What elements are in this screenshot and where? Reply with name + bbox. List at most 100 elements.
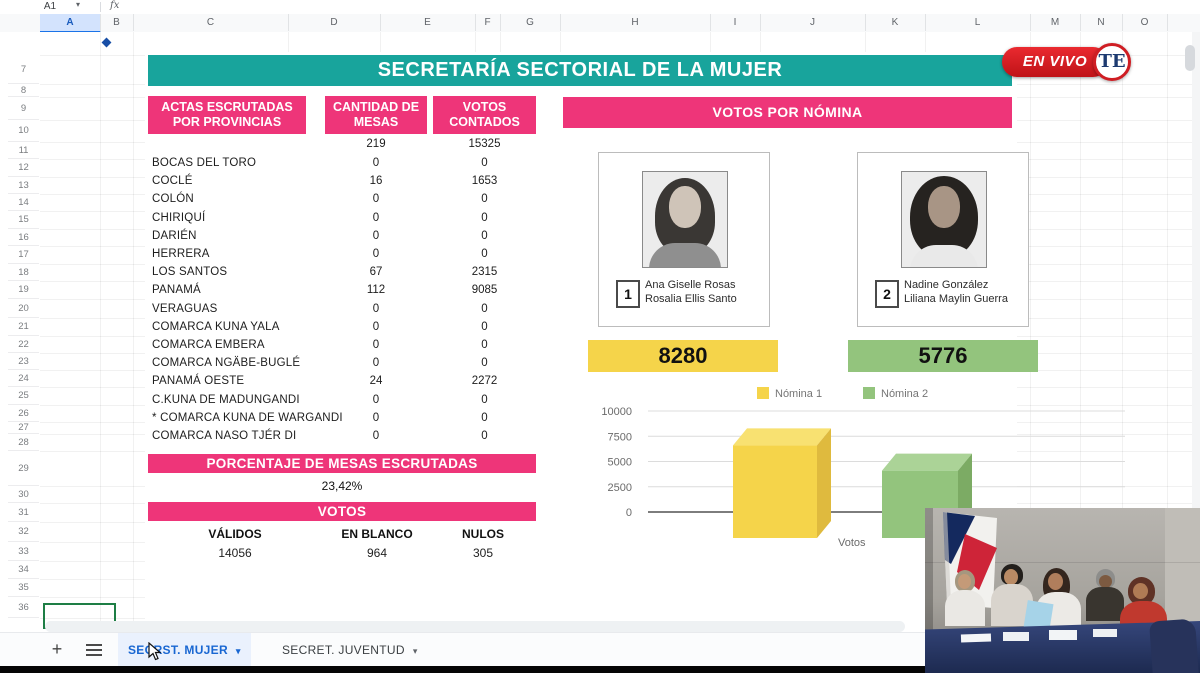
all-sheets-icon[interactable]: [86, 644, 102, 656]
cell-name: COCLÉ: [152, 175, 193, 188]
row-header-31[interactable]: 31: [8, 503, 39, 522]
row-header-23[interactable]: 23: [8, 353, 39, 370]
candidate-1-name2: Rosalia Ellis Santo: [645, 292, 737, 305]
add-sheet-button[interactable]: +: [51, 639, 63, 659]
row-header-35[interactable]: 35: [8, 579, 39, 597]
column-header-E[interactable]: E: [380, 14, 476, 31]
tab-caret-icon[interactable]: ▾: [235, 646, 241, 656]
table-row[interactable]: BOCAS DEL TORO 0 0: [148, 155, 538, 173]
table-row[interactable]: VERAGUAS 0 0: [148, 301, 538, 319]
column-header-D[interactable]: D: [288, 14, 381, 31]
column-header-C[interactable]: C: [133, 14, 289, 31]
row-header-26[interactable]: 26: [8, 405, 39, 422]
cell-name-box[interactable]: A1: [43, 1, 57, 12]
row-header-36[interactable]: 36: [8, 597, 39, 618]
table-row[interactable]: PANAMÁ OESTE 24 2272: [148, 373, 538, 391]
row-header-25[interactable]: 25: [8, 387, 39, 405]
cell-name: CHIRIQUÍ: [152, 211, 206, 224]
table-row[interactable]: * COMARCA KUNA DE WARGANDI 0 0: [148, 410, 538, 428]
table-row[interactable]: COMARCA NASO TJÉR DI 0 0: [148, 428, 538, 446]
column-header-I[interactable]: I: [710, 14, 761, 31]
table-row[interactable]: CHIRIQUÍ 0 0: [148, 210, 538, 228]
row-header-15[interactable]: 15: [8, 211, 39, 229]
candidate-1-number: 1: [616, 280, 640, 308]
row-header-27[interactable]: 27: [8, 422, 39, 434]
row-header-16[interactable]: 16: [8, 229, 39, 246]
horizontal-scrollbar[interactable]: [45, 621, 905, 632]
row-header-29[interactable]: 29: [8, 451, 39, 486]
cell-votos: 0: [481, 339, 488, 351]
cell-mesas: 0: [372, 248, 380, 260]
cell-mesas: 67: [369, 266, 383, 279]
table-row[interactable]: COMARCA NGÄBE-BUGLÉ 0 0: [148, 355, 538, 373]
row-header-13[interactable]: 13: [8, 177, 39, 194]
cell-votos: 0: [481, 229, 488, 242]
row-header-33[interactable]: 33: [8, 542, 39, 561]
row-header-17[interactable]: 17: [8, 246, 39, 264]
table-row[interactable]: COMARCA EMBERA 0 0: [148, 337, 538, 355]
row-header-19[interactable]: 19: [8, 281, 39, 299]
row-header-12[interactable]: 12: [8, 159, 39, 177]
row-header-32[interactable]: 32: [8, 522, 39, 542]
row-header-7[interactable]: 7: [8, 55, 39, 84]
row-header-8[interactable]: 8: [8, 84, 39, 97]
cell-votos: 0: [481, 411, 488, 424]
nomina-header: VOTOS POR NÓMINA: [563, 97, 1012, 128]
table-row[interactable]: LOS SANTOS 67 2315: [148, 264, 538, 282]
table-row[interactable]: PANAMÁ 112 9085: [148, 282, 538, 300]
row-header-14[interactable]: 14: [8, 194, 39, 211]
row-header-24[interactable]: 24: [8, 370, 39, 387]
row-header-11[interactable]: 11: [8, 142, 39, 159]
cell-mesas: 0: [372, 193, 380, 206]
table-row[interactable]: COMARCA KUNA YALA 0 0: [148, 319, 538, 337]
row-header-20[interactable]: 20: [8, 299, 39, 318]
column-header-N[interactable]: N: [1080, 14, 1123, 31]
row-header-30[interactable]: 30: [8, 486, 39, 503]
legend-swatch-2: [863, 387, 875, 399]
row-header-34[interactable]: 34: [8, 561, 39, 579]
mouse-cursor: [148, 641, 162, 667]
row-header-21[interactable]: 21: [8, 318, 39, 336]
y-tick-label: 10000: [601, 406, 632, 418]
column-header-A[interactable]: A: [40, 14, 101, 33]
votos-header-line2: CONTADOS: [449, 115, 520, 129]
column-header-F[interactable]: F: [475, 14, 501, 31]
candidate-2-number: 2: [875, 280, 899, 308]
table-row[interactable]: COCLÉ 16 1653: [148, 173, 538, 191]
namebox-caret-icon[interactable]: ▾: [76, 0, 81, 9]
column-header-J[interactable]: J: [760, 14, 866, 31]
candidate-2-name2: Liliana Maylin Guerra: [904, 292, 1008, 305]
row-header-10[interactable]: 10: [8, 120, 39, 142]
tab-caret-icon[interactable]: ▾: [412, 646, 418, 656]
scrollbar-track[interactable]: [1192, 32, 1200, 632]
column-header-H[interactable]: H: [560, 14, 711, 31]
cell-mesas: 16: [369, 175, 383, 188]
table-row[interactable]: C.KUNA DE MADUNGANDI 0 0: [148, 392, 538, 410]
mesas-header-line2: MESAS: [353, 115, 399, 129]
column-header-L[interactable]: L: [925, 14, 1031, 31]
column-header-K[interactable]: K: [865, 14, 926, 31]
table-row[interactable]: HERRERA 0 0: [148, 246, 538, 264]
cell-votos: 0: [481, 157, 488, 169]
y-tick-label: 5000: [608, 457, 632, 469]
table-row[interactable]: DARIÉN 0 0: [148, 228, 538, 246]
table-row[interactable]: 219 15325: [148, 136, 538, 154]
column-header-B[interactable]: B: [100, 14, 134, 31]
tab-secret-juventud[interactable]: SECRET. JUVENTUD ▾: [272, 633, 428, 667]
column-header-G[interactable]: G: [500, 14, 561, 31]
mesas-header-line1: CANTIDAD DE: [332, 100, 420, 114]
row-header-28[interactable]: 28: [8, 434, 39, 451]
column-header-O[interactable]: O: [1122, 14, 1168, 31]
table-row[interactable]: COLÓN 0 0: [148, 191, 538, 209]
row-header-18[interactable]: 18: [8, 264, 39, 281]
vertical-scrollbar-thumb[interactable]: [1185, 45, 1195, 71]
candidate-card-2: 2 Nadine González Liliana Maylin Guerra: [857, 152, 1029, 327]
column-header-M[interactable]: M: [1030, 14, 1081, 31]
votos-header-line1: VOTOS: [462, 100, 507, 114]
row-header-9[interactable]: 9: [8, 97, 39, 120]
cell-mesas: 0: [372, 339, 380, 351]
row-header-22[interactable]: 22: [8, 336, 39, 353]
tab-secrst-mujer[interactable]: SECRST. MUJER ▾: [118, 633, 251, 667]
cell-name: COMARCA KUNA YALA: [152, 320, 280, 333]
